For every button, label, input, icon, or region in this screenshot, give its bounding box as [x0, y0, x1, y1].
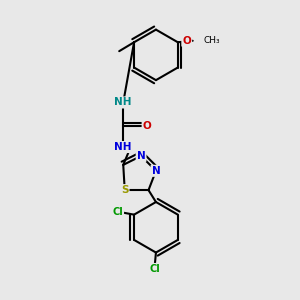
Text: Cl: Cl [112, 207, 123, 217]
Text: N: N [152, 166, 160, 176]
Text: S: S [121, 185, 128, 195]
Text: Cl: Cl [149, 264, 160, 274]
Text: O: O [182, 36, 191, 46]
Text: NH: NH [115, 98, 132, 107]
Text: O: O [143, 121, 152, 131]
Text: NH: NH [115, 142, 132, 152]
Text: CH₃: CH₃ [203, 36, 220, 45]
Text: N: N [137, 151, 146, 161]
